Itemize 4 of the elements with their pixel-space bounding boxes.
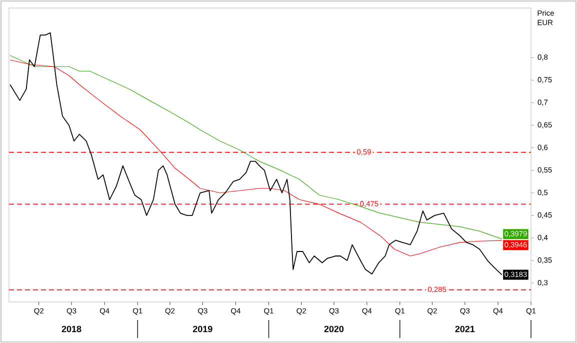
x-tick-label: 2018 bbox=[62, 326, 82, 332]
x-tick-label: 2019 bbox=[192, 326, 212, 332]
x-tick-label: 2020 bbox=[324, 326, 344, 332]
x-tick-label: 2021 bbox=[455, 326, 475, 332]
